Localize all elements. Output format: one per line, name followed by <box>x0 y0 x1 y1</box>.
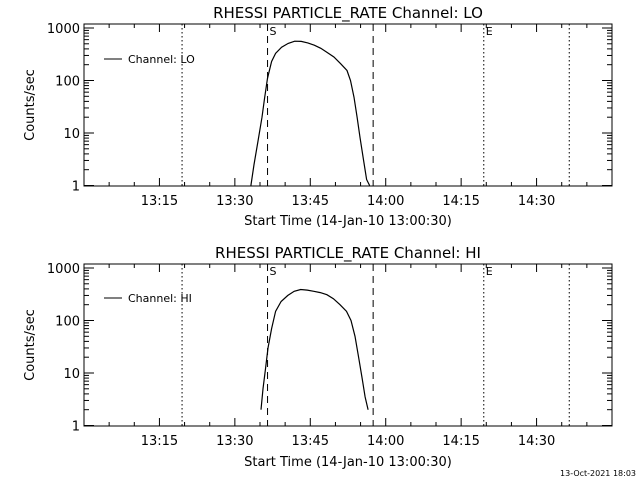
x-tick-label: 14:30 <box>518 434 555 449</box>
x-axis-lo: 13:15 13:30 13:45 14:00 14:15 14:30 <box>108 24 588 209</box>
plot-frame-hi <box>83 263 613 427</box>
y-tick-label: 1000 <box>47 22 80 37</box>
y-tick-label: 10 <box>63 127 80 142</box>
y-tick-label: 10 <box>63 367 80 382</box>
time-marker-label: S <box>270 25 277 38</box>
legend-label-hi: Channel: HI <box>128 292 192 305</box>
y-axis-label-lo: Counts/sec <box>23 69 38 141</box>
footer-timestamp: 13-Oct-2021 18:03 <box>560 469 636 478</box>
y-tick-label: 1 <box>72 180 80 195</box>
x-tick-label: 13:45 <box>292 434 329 449</box>
panel-hi: RHESSI PARTICLE_RATE Channel: HI 1101001… <box>23 244 613 470</box>
x-tick-label: 14:00 <box>367 194 404 209</box>
x-tick-label: 13:30 <box>216 434 253 449</box>
y-tick-label: 1 <box>72 420 80 435</box>
y-axis-lo: 1 10 100 1000 <box>47 22 612 195</box>
series-line-hi <box>260 288 369 410</box>
chart-title-lo: RHESSI PARTICLE_RATE Channel: LO <box>213 4 483 23</box>
time-marker-label: S <box>270 265 277 278</box>
x-tick-label: 13:15 <box>141 434 178 449</box>
y-axis-label-hi: Counts/sec <box>23 309 38 381</box>
x-axis-label-hi: Start Time (14-Jan-10 13:00:30) <box>244 455 452 470</box>
legend-label-lo: Channel: LO <box>128 53 195 66</box>
x-tick-label: 14:15 <box>442 434 479 449</box>
x-tick-label: 14:30 <box>518 194 555 209</box>
x-axis-label-lo: Start Time (14-Jan-10 13:00:30) <box>244 214 452 229</box>
x-tick-label: 13:15 <box>141 194 178 209</box>
y-tick-label: 1000 <box>47 262 80 277</box>
y-tick-label: 100 <box>55 75 80 90</box>
y-axis-hi: 1 10 100 1000 <box>47 262 612 435</box>
plot-frame-lo <box>83 23 613 187</box>
chart-title-hi: RHESSI PARTICLE_RATE Channel: HI <box>215 244 481 263</box>
series-line-lo <box>250 40 371 186</box>
x-tick-label: 14:15 <box>442 194 479 209</box>
x-tick-label: 13:30 <box>216 194 253 209</box>
panel-lo: RHESSI PARTICLE_RATE Channel: LO 1101001… <box>23 4 613 229</box>
time-marker-label: E <box>486 265 493 278</box>
x-axis-hi: 13:15 13:30 13:45 14:00 14:15 14:30 <box>108 264 588 449</box>
y-tick-label: 100 <box>55 315 80 330</box>
time-marker-label: E <box>486 25 493 38</box>
x-tick-label: 14:00 <box>367 434 404 449</box>
x-tick-label: 13:45 <box>292 194 329 209</box>
